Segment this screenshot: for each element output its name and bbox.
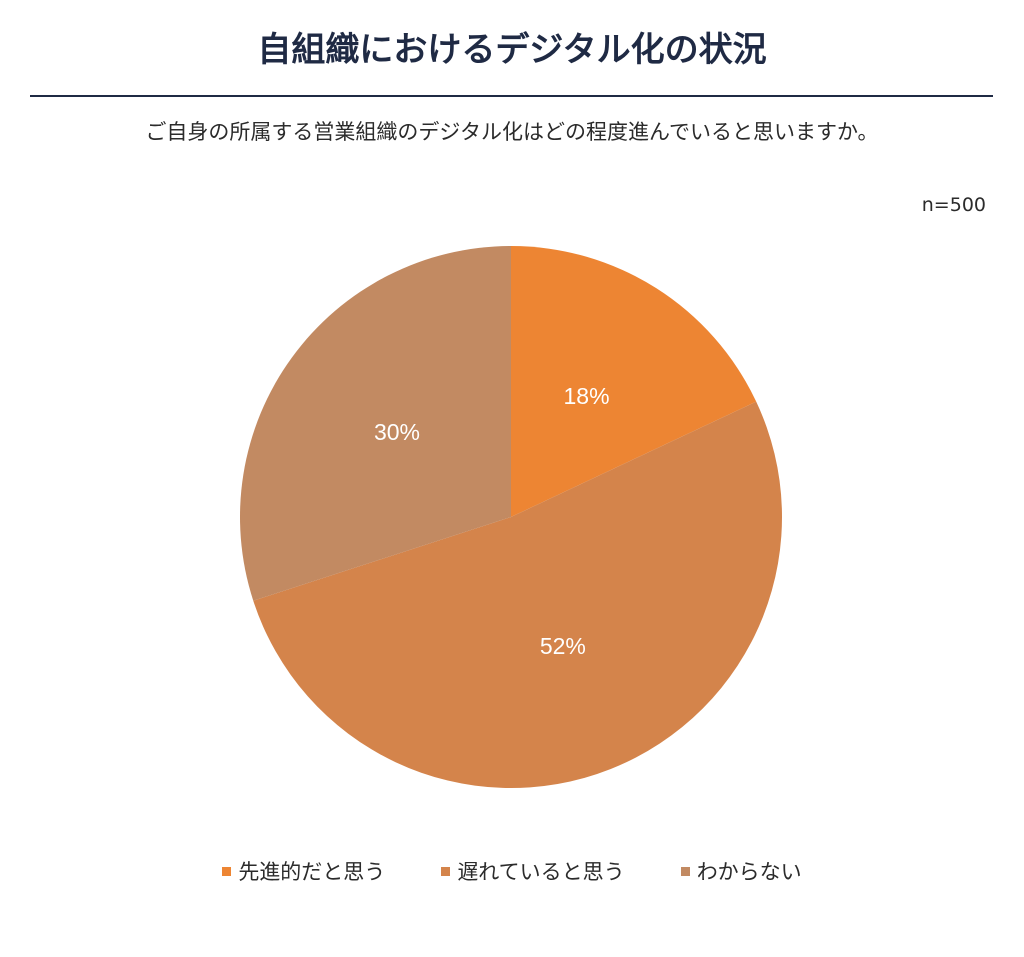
slice-label-2: 52% — [540, 633, 586, 659]
legend-label: 先進的だと思う — [238, 860, 386, 884]
chart-title: 自組織におけるデジタル化の状況 — [257, 30, 767, 70]
legend-item-2: 遅れていると思う — [441, 856, 625, 886]
slice-label-1: 18% — [563, 383, 609, 409]
slice-label-3: 30% — [374, 419, 420, 445]
survey-question: ご自身の所属する営業組織のデジタル化はどの程度進んでいると思いますか。 — [145, 120, 879, 144]
sample-size: n=500 — [921, 194, 986, 216]
pie-slice-2 — [253, 401, 782, 788]
legend-item-3: わからない — [680, 856, 802, 886]
legend-swatch — [441, 866, 451, 876]
legend-label: わからない — [696, 860, 802, 884]
legend-label: 遅れていると思う — [457, 860, 625, 884]
title-divider — [30, 95, 993, 97]
legend-swatch — [680, 866, 690, 876]
pie-slice-1 — [511, 246, 757, 517]
legend-item-1: 先進的だと思う — [222, 856, 385, 886]
legend: 先進的だと思う 遅れていると思う わからない — [0, 856, 1024, 886]
pie-slice-3 — [239, 246, 511, 601]
legend-swatch — [222, 866, 232, 876]
